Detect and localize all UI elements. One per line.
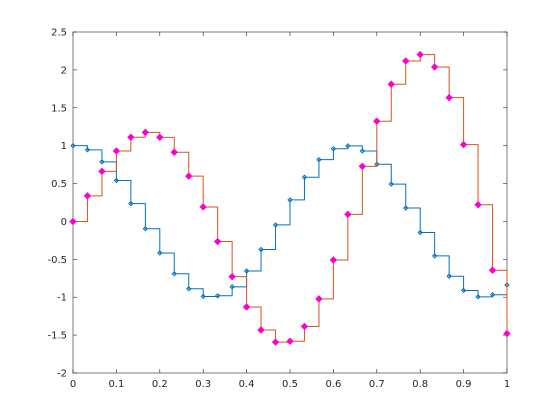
marker <box>98 167 106 176</box>
marker <box>417 229 423 236</box>
marker <box>446 273 452 279</box>
marker <box>157 250 163 256</box>
marker <box>489 292 496 298</box>
marker <box>128 200 134 207</box>
marker <box>373 117 381 125</box>
x-tick-label: 0.9 <box>456 379 472 390</box>
marker <box>330 145 337 152</box>
marker <box>185 172 193 180</box>
x-tick-label: 0.8 <box>412 379 428 390</box>
stairs-line <box>73 145 508 298</box>
marker <box>127 133 135 141</box>
y-tick-label: -2 <box>57 369 67 380</box>
marker <box>112 147 121 155</box>
marker <box>344 210 352 219</box>
marker <box>186 286 192 292</box>
y-tick-label: 0 <box>61 217 67 228</box>
marker <box>214 293 221 299</box>
marker <box>358 162 367 171</box>
x-tick-label: 0.7 <box>369 379 385 390</box>
marker <box>316 156 322 163</box>
marker <box>156 133 164 142</box>
y-tick-label: -0.5 <box>47 255 67 266</box>
marker <box>416 50 424 59</box>
x-tick-label: 1 <box>504 379 510 390</box>
x-tick-label: 0.5 <box>282 379 298 390</box>
marker <box>229 284 235 290</box>
y-tick-label: -1 <box>57 293 67 304</box>
x-tick-label: 0.2 <box>152 379 168 390</box>
y-tick-label: 1 <box>61 141 67 152</box>
marker <box>70 142 76 149</box>
x-tick-label: 0.4 <box>239 379 255 390</box>
y-tick-label: 0.5 <box>51 179 67 190</box>
marker <box>271 338 280 346</box>
marker <box>69 217 77 226</box>
marker <box>503 329 511 338</box>
x-tick-label: 0.3 <box>195 379 211 390</box>
y-tick-label: 1.5 <box>51 103 67 114</box>
marker <box>431 253 438 259</box>
x-tick-label: 0 <box>70 379 76 390</box>
marker <box>257 326 265 334</box>
marker <box>475 294 481 300</box>
x-tick-label: 0.6 <box>325 379 341 390</box>
x-tick-label: 0.1 <box>108 379 124 390</box>
marker <box>200 293 206 300</box>
y-tick-label: -1.5 <box>47 331 67 342</box>
marker <box>141 128 150 137</box>
marker <box>388 181 394 187</box>
marker <box>459 140 468 149</box>
marker <box>345 143 351 149</box>
marker <box>315 295 323 303</box>
marker <box>84 147 91 153</box>
marker <box>403 205 409 211</box>
marker <box>359 148 366 154</box>
marker <box>329 256 338 264</box>
marker <box>199 203 207 211</box>
marker <box>258 246 264 253</box>
y-tick-label: 2.5 <box>51 28 67 39</box>
marker <box>301 174 308 180</box>
y-tick-label: 2 <box>61 65 67 76</box>
marker <box>460 287 467 294</box>
marker <box>300 322 309 331</box>
marker <box>99 159 105 165</box>
marker <box>488 266 497 274</box>
marker <box>445 93 453 102</box>
marker <box>170 148 178 156</box>
marker <box>83 192 92 200</box>
marker <box>243 268 250 274</box>
marker <box>430 63 439 71</box>
marker <box>286 337 294 345</box>
marker <box>213 237 222 246</box>
marker <box>474 200 482 209</box>
marker <box>113 177 120 184</box>
marker <box>402 57 410 65</box>
marker <box>142 226 149 232</box>
marker <box>171 271 177 277</box>
marker <box>242 303 251 311</box>
marker <box>228 272 236 281</box>
marker <box>387 80 395 88</box>
marker <box>272 222 279 228</box>
marker <box>287 197 293 203</box>
